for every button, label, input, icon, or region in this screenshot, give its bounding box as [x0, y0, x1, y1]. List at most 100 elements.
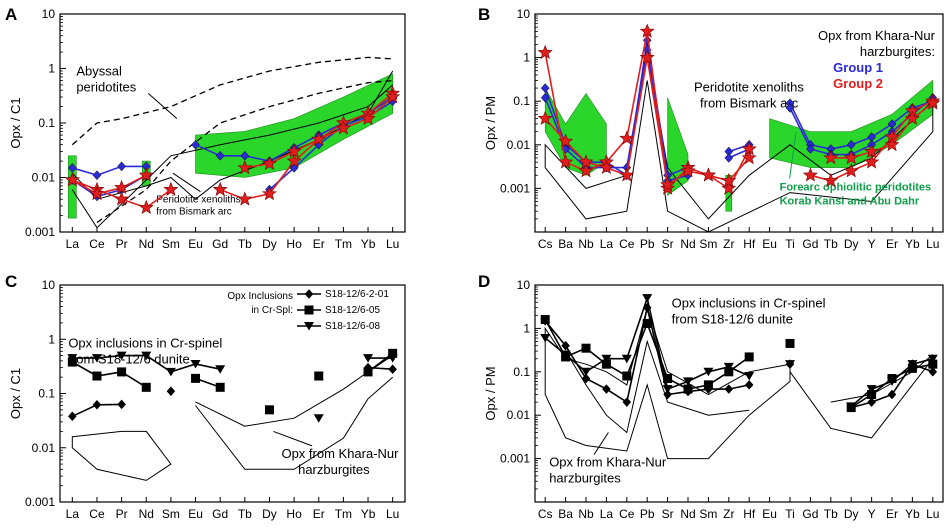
green-field: [68, 155, 77, 219]
data-point: [806, 144, 815, 154]
x-tick-label: Tb: [238, 237, 252, 251]
khara-nur-field: [544, 305, 791, 460]
data-point: [680, 163, 696, 178]
x-tick-label: Dy: [844, 507, 859, 521]
data-point: [191, 373, 201, 383]
xenolith-field: [71, 84, 394, 229]
data-point: [561, 340, 570, 351]
data-point: [864, 154, 880, 169]
green-field: [667, 97, 689, 196]
data-point: [560, 350, 571, 360]
data-point: [64, 172, 80, 187]
x-tick-label: Zr: [723, 507, 734, 521]
series-s18-12-6-08: [67, 351, 398, 423]
data-point: [887, 377, 897, 386]
annotation: from S18-12/6 dunite: [672, 312, 793, 327]
data-point: [117, 399, 126, 410]
data-point: [721, 172, 737, 188]
data-point: [802, 167, 818, 182]
x-tick-label: La: [66, 237, 80, 251]
data-point: [138, 199, 154, 214]
x-tick-label: Tb: [824, 237, 838, 251]
data-point: [92, 371, 102, 381]
data-point: [558, 154, 574, 169]
x-tick-label: Eu: [188, 507, 203, 521]
x-tick-label: Lu: [386, 507, 399, 521]
data-point: [619, 130, 635, 145]
data-point: [744, 379, 754, 390]
x-tick-label: Hf: [743, 507, 756, 521]
data-point: [601, 354, 612, 364]
annotation: Peridotite xenoliths: [156, 194, 241, 205]
x-tick-label: Nb: [578, 237, 594, 251]
data-point: [928, 366, 938, 377]
y-tick-label: 0.001: [500, 181, 530, 195]
data-point: [622, 371, 632, 381]
data-point: [622, 397, 632, 408]
y-tick-label: 10: [517, 7, 531, 21]
y-tick-label: 1: [523, 51, 530, 65]
data-point: [215, 150, 225, 161]
data-point: [741, 150, 757, 165]
x-tick-label: Ce: [89, 507, 105, 521]
data-point: [744, 372, 755, 381]
x-tick-label: Gd: [212, 507, 228, 521]
x-tick-label: Sm: [699, 237, 717, 251]
series-line: [728, 144, 750, 153]
y-tick-label: 1: [48, 62, 55, 76]
data-point: [581, 367, 591, 377]
data-point: [866, 385, 877, 394]
annotation-leader: [172, 172, 201, 193]
data-point: [264, 405, 274, 415]
data-point: [887, 389, 897, 400]
data-point: [639, 23, 655, 38]
x-tick-label: Er: [886, 237, 898, 251]
annotation: Opx from Khara-Nur: [549, 455, 667, 470]
data-point: [141, 351, 152, 361]
data-point: [215, 365, 226, 374]
data-point: [785, 338, 795, 348]
data-point: [663, 389, 672, 400]
data-point: [925, 95, 941, 110]
data-point: [335, 120, 351, 135]
x-tick-label: Tb: [238, 507, 252, 521]
x-tick-label: Er: [886, 507, 898, 521]
data-point: [621, 354, 632, 364]
data-point: [602, 384, 611, 394]
data-point: [215, 382, 225, 392]
data-point: [744, 352, 754, 362]
annotation: harzburgites: [549, 471, 621, 486]
annotation: peridotites: [76, 79, 136, 94]
khara-nur-field: [195, 376, 394, 470]
legend-title: Opx Inclusions: [227, 291, 293, 302]
data-point: [703, 380, 713, 390]
axes-frame: [534, 13, 944, 233]
x-tick-label: Dy: [262, 507, 277, 521]
data-point: [619, 167, 635, 182]
data-point: [884, 136, 900, 152]
x-tick-label: Eu: [188, 237, 203, 251]
data-point: [190, 359, 201, 369]
data-point: [578, 154, 594, 169]
data-point: [723, 362, 734, 372]
x-tick-label: Sr: [662, 507, 674, 521]
series-line: [72, 165, 147, 177]
data-point: [363, 354, 374, 363]
annotation: Korab Kansi and Abu Dahr: [780, 195, 920, 207]
khara-nur-field: [565, 339, 750, 434]
legend-entry: S18-12/6-08: [325, 321, 380, 332]
data-point: [700, 167, 716, 182]
panel-letter: B: [478, 5, 490, 24]
y-tick-label: 0.1: [513, 94, 530, 108]
data-point: [785, 360, 795, 369]
x-tick-label: Pr: [116, 237, 128, 251]
data-point: [237, 191, 253, 206]
y-tick-label: 0.01: [32, 171, 56, 185]
x-tick-label: Zr: [723, 237, 734, 251]
series-line: [728, 148, 750, 159]
x-tick-label: Er: [313, 507, 325, 521]
data-point: [67, 354, 78, 363]
y-tick-label: 0.001: [500, 452, 530, 466]
x-tick-label: La: [600, 237, 614, 251]
legend-entry: Group 1: [833, 60, 883, 75]
